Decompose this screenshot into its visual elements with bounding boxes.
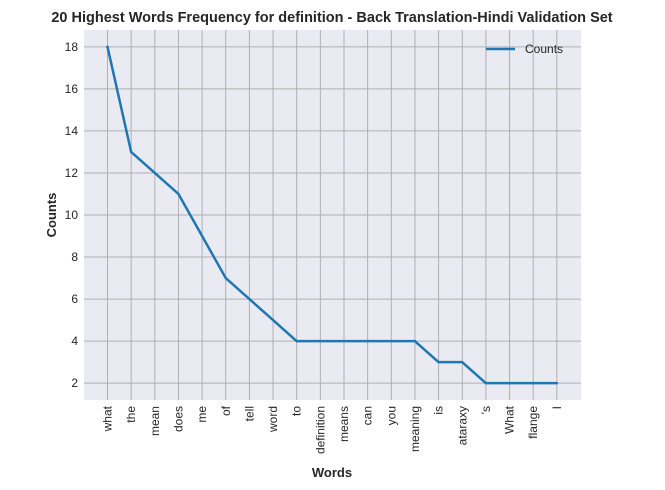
x-tick-label: I [550,406,564,409]
data-point [224,276,227,280]
data-point [129,150,133,154]
data-point [153,171,156,175]
data-point [342,339,346,343]
legend: Counts [486,42,563,56]
x-tick-label: does [171,406,185,432]
x-tick-label: meaning [408,406,422,452]
chart-title: 20 Highest Words Frequency for definitio… [51,10,612,26]
y-tick-label: 12 [65,166,79,180]
data-point [532,381,535,385]
x-tick-label: definition [313,406,327,454]
x-axis-label: Words [312,465,352,480]
y-tick-label: 6 [71,292,78,306]
x-tick-label: the [124,406,138,423]
x-axis-ticks: what the mean does me of tell word to definition m… [101,405,564,454]
x-tick-label: you [384,406,398,425]
x-tick-label: what [101,405,115,432]
data-point [413,339,417,343]
data-point [390,339,393,343]
data-point [319,339,322,343]
data-point [366,339,369,343]
x-tick-label: of [219,405,233,416]
x-tick-label: ataraxy [455,406,469,445]
x-tick-label: to [290,406,304,416]
data-point [106,45,109,49]
x-tick-label: word [266,406,280,433]
x-tick-label: 's [479,406,493,414]
data-point [271,318,275,322]
data-point [555,381,559,385]
x-tick-label: flange [526,406,540,439]
legend-label-counts: Counts [525,42,563,56]
data-point [248,297,251,301]
series-layer [106,45,559,385]
x-tick-label: mean [148,406,162,436]
y-tick-label: 18 [65,40,79,54]
data-point [200,234,204,238]
y-tick-label: 2 [71,376,78,390]
x-tick-label: tell [242,406,256,421]
y-axis-label: Counts [44,193,59,238]
data-point [508,381,511,385]
y-tick-label: 14 [65,124,79,138]
data-point [177,192,180,196]
x-tick-label: me [195,406,209,423]
x-tick-label: means [337,406,351,442]
y-tick-label: 4 [71,334,78,348]
data-point [484,381,488,385]
y-tick-label: 8 [71,250,78,264]
data-point [461,360,464,364]
series-line-counts [106,45,559,385]
data-point [295,339,298,343]
y-axis-ticks: 2 4 6 8 10 12 14 16 18 [65,40,79,390]
grid [84,30,581,400]
x-tick-label: What [503,405,517,434]
y-tick-label: 10 [65,208,79,222]
y-tick-label: 16 [65,82,79,96]
x-tick-label: can [361,406,375,425]
data-point [437,360,440,364]
x-tick-label: is [432,406,446,415]
